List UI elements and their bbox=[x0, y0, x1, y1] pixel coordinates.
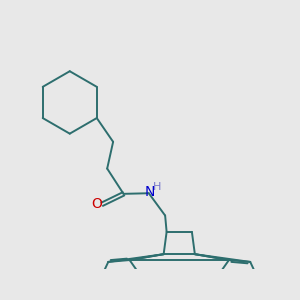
Text: N: N bbox=[145, 185, 155, 200]
Text: O: O bbox=[91, 197, 102, 211]
Text: H: H bbox=[153, 182, 161, 192]
